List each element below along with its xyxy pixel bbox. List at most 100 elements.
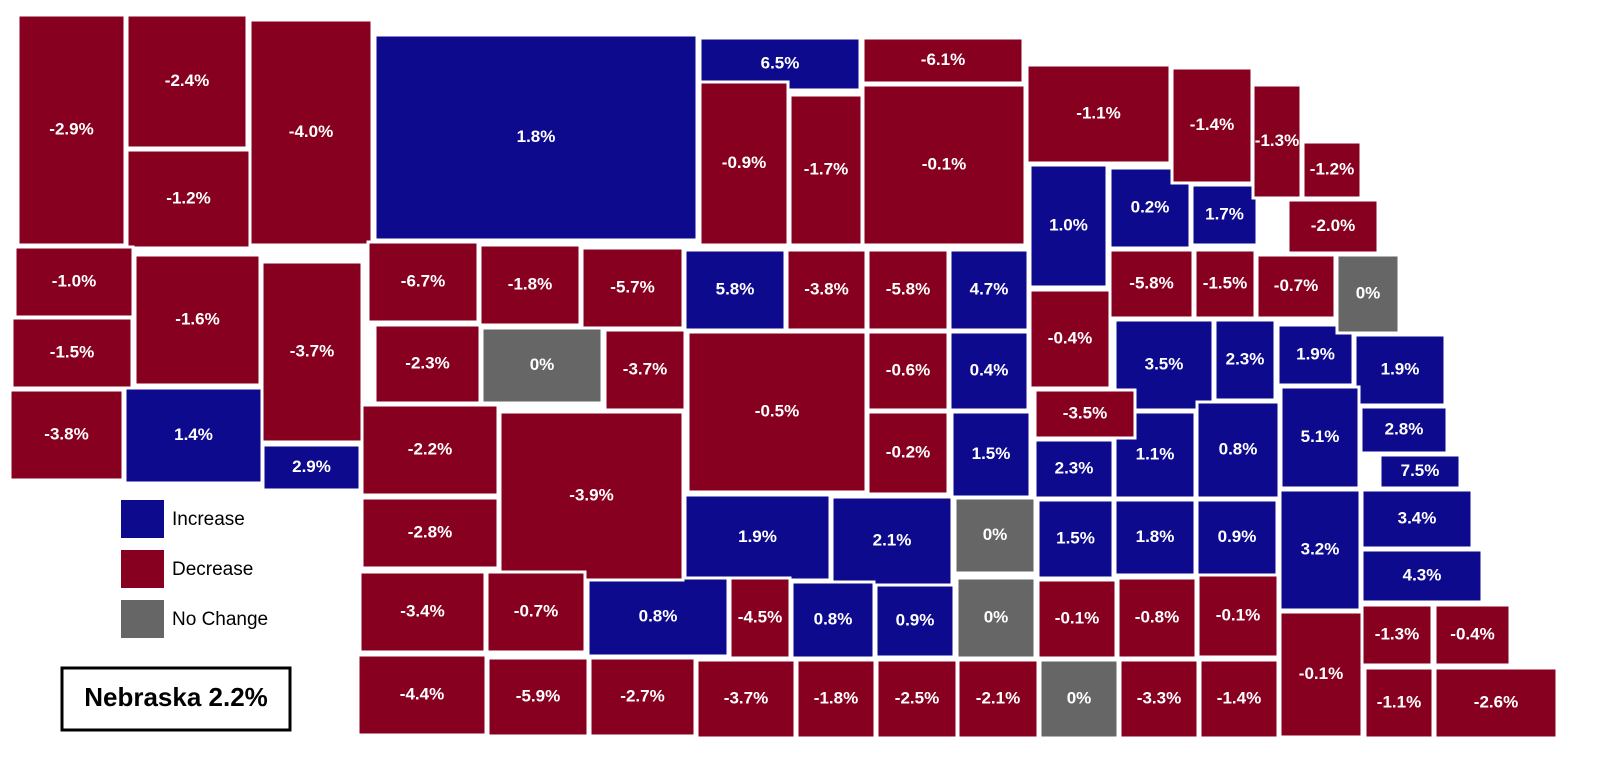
county [728, 576, 792, 660]
county [1033, 438, 1115, 500]
county-label: 1.7% [1205, 204, 1244, 223]
county-label: 1.8% [517, 127, 556, 146]
county-label: -6.1% [921, 50, 965, 69]
county-label: -0.1% [1216, 605, 1260, 624]
county [360, 403, 500, 497]
county-label: -3.5% [1063, 403, 1107, 422]
county [498, 410, 685, 582]
county [1360, 603, 1434, 667]
map-title: Nebraska 2.2% [84, 682, 268, 712]
county [861, 36, 1025, 85]
county-label: 1.5% [1056, 528, 1095, 547]
legend-swatch [121, 550, 164, 588]
county [1036, 578, 1118, 660]
county [248, 18, 374, 247]
county [788, 93, 864, 247]
county [1360, 548, 1484, 604]
county [1116, 576, 1198, 660]
county-label: 1.5% [972, 444, 1011, 463]
county-label: -1.8% [814, 688, 858, 707]
county [1255, 253, 1337, 320]
county-label: 2.9% [292, 457, 331, 476]
county-label: -2.9% [49, 119, 93, 138]
county-label: 1.9% [1381, 359, 1420, 378]
county [956, 658, 1040, 740]
county [1335, 253, 1401, 335]
county-label: -4.0% [289, 122, 333, 141]
county [790, 580, 876, 660]
county-label: 0.2% [1131, 197, 1170, 216]
county-label: -3.8% [44, 424, 88, 443]
county-label: 0% [1067, 688, 1092, 707]
county-label: 0% [530, 355, 555, 374]
legend-label: No Change [172, 609, 268, 630]
county [1353, 333, 1447, 407]
county [486, 656, 590, 738]
county-label: -3.9% [569, 485, 613, 504]
county [1028, 288, 1112, 390]
county [874, 583, 956, 659]
county-label: 0.9% [896, 610, 935, 629]
county-label: -1.4% [1217, 688, 1261, 707]
county-label: -2.0% [1311, 216, 1355, 235]
county [1033, 388, 1137, 440]
county-label: 2.8% [1385, 419, 1424, 438]
county-label: 0% [1356, 283, 1381, 302]
county [686, 330, 868, 494]
county [1433, 666, 1559, 740]
county-label: 0.8% [639, 606, 678, 625]
county-label: -2.3% [405, 353, 449, 372]
legend: Increase Decrease No Change [121, 500, 268, 638]
county [948, 330, 1030, 412]
county-label: -3.4% [400, 601, 444, 620]
county [1251, 83, 1303, 200]
county [478, 243, 582, 327]
county [1028, 163, 1109, 289]
county [955, 576, 1037, 660]
county-label: 2.3% [1226, 349, 1265, 368]
county-label: -1.4% [1190, 115, 1234, 134]
county [866, 248, 950, 332]
county [1025, 63, 1172, 165]
county [360, 496, 500, 570]
county-label: -2.8% [408, 522, 452, 541]
county [358, 570, 487, 654]
county [1301, 140, 1363, 200]
county-label: -5.8% [886, 279, 930, 298]
county-label: 3.2% [1301, 539, 1340, 558]
county [1360, 488, 1474, 550]
county [1113, 498, 1197, 577]
county [356, 653, 488, 737]
county-label: -5.7% [610, 277, 654, 296]
county-label: -1.3% [1255, 131, 1299, 150]
legend-swatch [121, 600, 164, 638]
county-label: -2.2% [408, 439, 452, 458]
county [785, 248, 868, 332]
county-label: -5.8% [1129, 273, 1173, 292]
county [373, 33, 699, 242]
county-label: -2.5% [895, 688, 939, 707]
county [485, 570, 587, 654]
county [698, 80, 790, 247]
county [1038, 658, 1120, 740]
county [861, 83, 1027, 247]
county-label: -0.9% [722, 153, 766, 172]
county [603, 328, 687, 412]
county [1276, 323, 1355, 387]
county [1278, 610, 1364, 739]
county-label: 2.1% [873, 530, 912, 549]
county-label: 1.9% [738, 527, 777, 546]
county [1193, 248, 1257, 320]
county [125, 13, 249, 150]
county-label: -1.1% [1377, 692, 1421, 711]
county [580, 246, 685, 330]
county-label: 3.5% [1145, 354, 1184, 373]
county [1196, 573, 1280, 659]
county-label: -2.1% [976, 688, 1020, 707]
county [261, 443, 362, 492]
county [373, 323, 482, 405]
county-label: -3.7% [724, 688, 768, 707]
county [683, 493, 832, 582]
county-label: -2.7% [620, 686, 664, 705]
county [588, 656, 697, 738]
